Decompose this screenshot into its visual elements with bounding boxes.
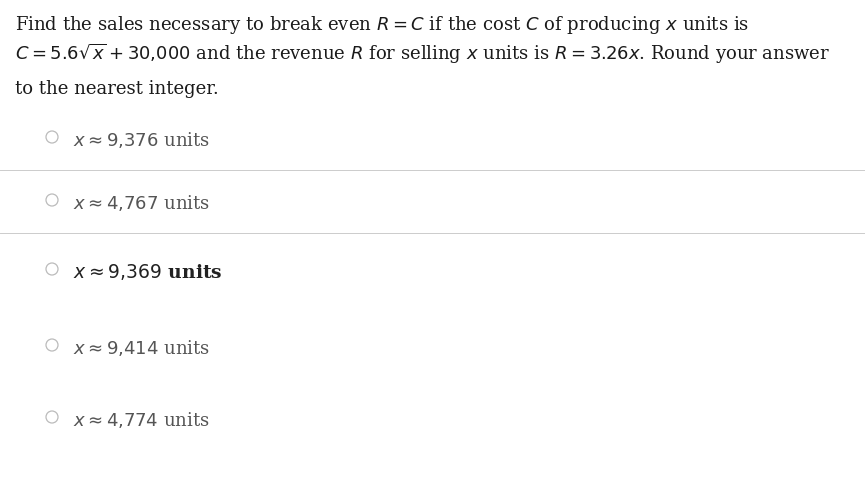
Text: $C = 5.6\sqrt{x} + 30{,}000$ and the revenue $R$ for selling $x$ units is $R = 3: $C = 5.6\sqrt{x} + 30{,}000$ and the rev… xyxy=(15,42,830,66)
Text: $x \approx 9{,}414$ units: $x \approx 9{,}414$ units xyxy=(73,338,210,358)
Text: to the nearest integer.: to the nearest integer. xyxy=(15,80,219,98)
Text: Find the sales necessary to break even $R = C$ if the cost $C$ of producing $x$ : Find the sales necessary to break even $… xyxy=(15,14,749,36)
Text: $x \approx 4{,}774$ units: $x \approx 4{,}774$ units xyxy=(73,410,209,430)
Text: $x \approx 9{,}376$ units: $x \approx 9{,}376$ units xyxy=(73,130,210,150)
Text: $x \approx 4{,}767$ units: $x \approx 4{,}767$ units xyxy=(73,193,210,213)
Text: $x \approx 9{,}369$ units: $x \approx 9{,}369$ units xyxy=(73,262,222,282)
